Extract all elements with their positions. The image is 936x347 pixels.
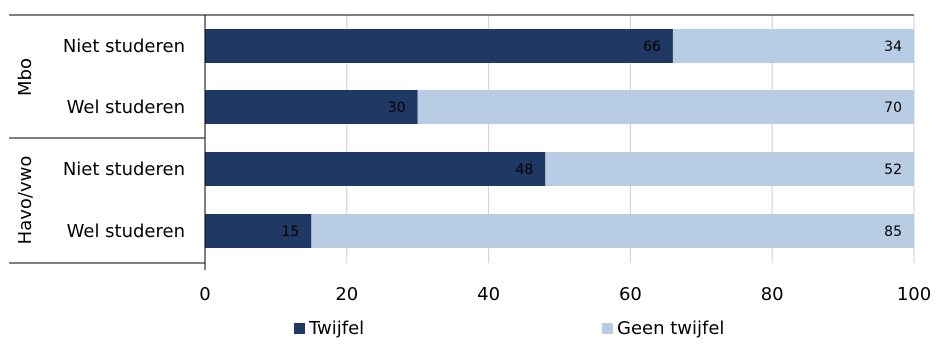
bar-twijfel-row-1 — [205, 29, 673, 63]
legend-label-twijfel: Twijfel — [309, 318, 365, 339]
legend-item-geen-twijfel: Geen twijfel — [602, 318, 724, 339]
legend-swatch-twijfel — [294, 323, 305, 334]
group-label-havo-vwo: Havo/vwo — [15, 156, 36, 245]
data-label-geen-twijfel-row-1: 34 — [884, 39, 902, 55]
data-label-geen-twijfel-row-3: 52 — [884, 162, 902, 178]
x-tick-label-20: 20 — [335, 284, 358, 305]
row-label-4: Wel studeren — [67, 221, 185, 242]
x-tick-label-100: 100 — [897, 284, 931, 305]
bar-geen-twijfel-row-3 — [545, 152, 914, 186]
row-label-3: Niet studeren — [63, 159, 185, 180]
legend: Twijfel Geen twijfel — [0, 318, 936, 347]
row-label-1: Niet studeren — [63, 36, 185, 57]
legend-item-twijfel: Twijfel — [294, 318, 364, 339]
bar-geen-twijfel-row-2 — [417, 90, 914, 124]
bar-twijfel-row-2 — [205, 90, 418, 124]
data-label-geen-twijfel-row-4: 85 — [884, 224, 902, 240]
x-tick-label-60: 60 — [619, 284, 642, 305]
legend-label-geen-twijfel: Geen twijfel — [617, 318, 725, 339]
group-label-mbo: Mbo — [15, 58, 36, 96]
stacked-bar-chart: 66 34 30 70 48 52 15 85 Niet studeren Wel studere… — [9, 14, 931, 305]
data-label-twijfel-row-3: 48 — [515, 162, 533, 178]
bar-twijfel-row-3 — [205, 152, 546, 186]
bar-geen-twijfel-row-1 — [672, 29, 914, 63]
x-tick-label-40: 40 — [477, 284, 500, 305]
data-label-twijfel-row-2: 30 — [388, 100, 406, 116]
row-label-2: Wel studeren — [67, 97, 185, 118]
x-tick-label-0: 0 — [199, 284, 210, 305]
data-label-twijfel-row-1: 66 — [643, 39, 661, 55]
bar-geen-twijfel-row-4 — [311, 214, 915, 248]
data-label-twijfel-row-4: 15 — [282, 224, 300, 240]
legend-swatch-geen-twijfel — [602, 323, 613, 334]
x-tick-label-80: 80 — [761, 284, 784, 305]
bar-twijfel-row-4 — [205, 214, 312, 248]
data-label-geen-twijfel-row-2: 70 — [884, 100, 902, 116]
